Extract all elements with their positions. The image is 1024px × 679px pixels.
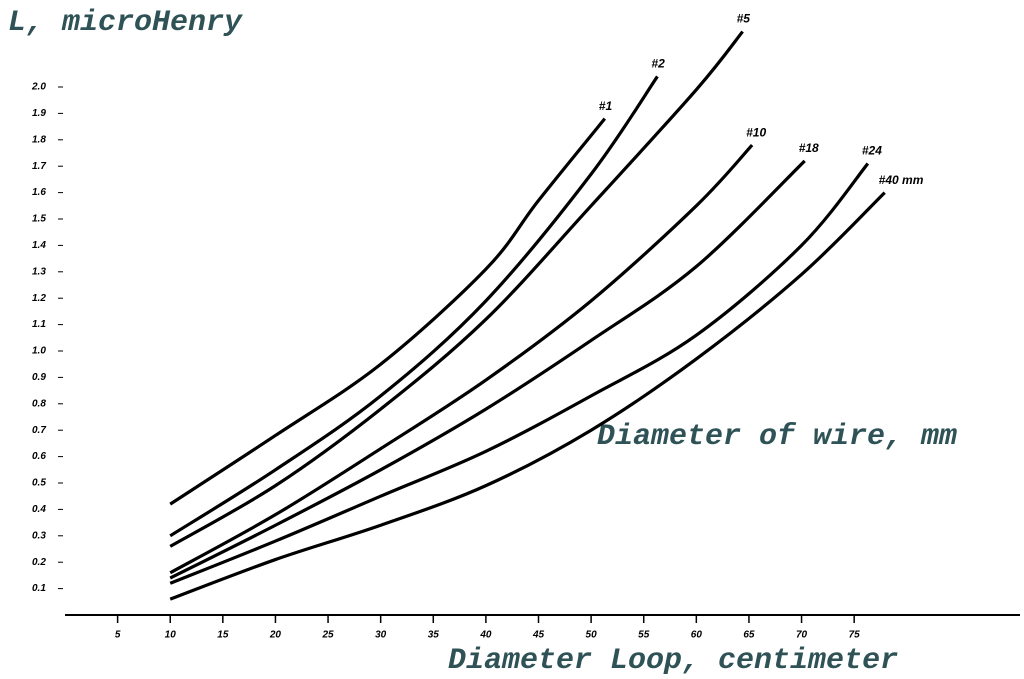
y-tick-label: 1.4: [32, 240, 46, 251]
y-tick-label: 0.2: [32, 557, 46, 568]
y-tick-label: 1.6: [32, 187, 46, 198]
y-tick-label: 2.0: [31, 82, 46, 93]
series-line: [169, 143, 754, 575]
series-line: [169, 117, 607, 506]
annotation: Diameter of wire, mm: [597, 420, 957, 454]
series-label: #2: [651, 57, 665, 71]
series-label: #24: [862, 144, 882, 158]
y-tick-label: 1.9: [32, 108, 46, 119]
series-line: [169, 191, 886, 601]
x-tick-label: 55: [638, 630, 650, 641]
y-axis-title: L, microHenry: [8, 6, 243, 40]
y-tick-label: 1.3: [32, 266, 46, 277]
y-tick-label: 0.3: [32, 530, 46, 541]
x-tick-label: 60: [691, 630, 703, 641]
series-label: #5: [737, 12, 751, 26]
y-tick-label: 1.8: [32, 134, 46, 145]
series-label: #1: [599, 99, 613, 113]
y-tick-label: 0.4: [32, 504, 46, 515]
x-tick-label: 25: [321, 630, 334, 641]
x-tick-label: 35: [428, 630, 440, 641]
y-tick-label: 0.7: [32, 425, 46, 436]
y-tick-label: 0.8: [32, 398, 46, 409]
series-label: #18: [799, 141, 819, 155]
x-tick-label: 70: [796, 630, 808, 641]
series-label: #40 mm: [879, 173, 924, 187]
y-tick-label: 0.1: [32, 583, 46, 594]
y-tick-label: 0.9: [32, 372, 46, 383]
series-line: [169, 30, 744, 548]
x-tick-label: 45: [532, 630, 545, 641]
series-label: #10: [746, 125, 766, 139]
x-tick-label: 20: [269, 630, 282, 641]
series-line: [169, 159, 806, 580]
x-tick-label: 65: [743, 630, 755, 641]
series-line: [169, 75, 659, 538]
y-tick-label: 1.7: [32, 161, 46, 172]
y-tick-label: 1.5: [32, 214, 46, 225]
x-tick-label: 50: [586, 630, 598, 641]
series-line: [169, 162, 870, 585]
x-axis-title: Diameter Loop, centimeter: [448, 644, 898, 678]
x-tick-label: 40: [479, 630, 492, 641]
x-tick-label: 75: [849, 630, 861, 641]
y-tick-label: 0.6: [32, 451, 46, 462]
y-tick-label: 0.5: [32, 478, 46, 489]
y-tick-label: 1.2: [32, 293, 46, 304]
x-tick-label: 5: [115, 630, 121, 641]
x-tick-label: 30: [375, 630, 387, 641]
y-tick-label: 1.0: [32, 346, 46, 357]
x-tick-label: 10: [165, 630, 177, 641]
x-tick-label: 15: [217, 630, 229, 641]
y-tick-label: 1.1: [32, 319, 46, 330]
